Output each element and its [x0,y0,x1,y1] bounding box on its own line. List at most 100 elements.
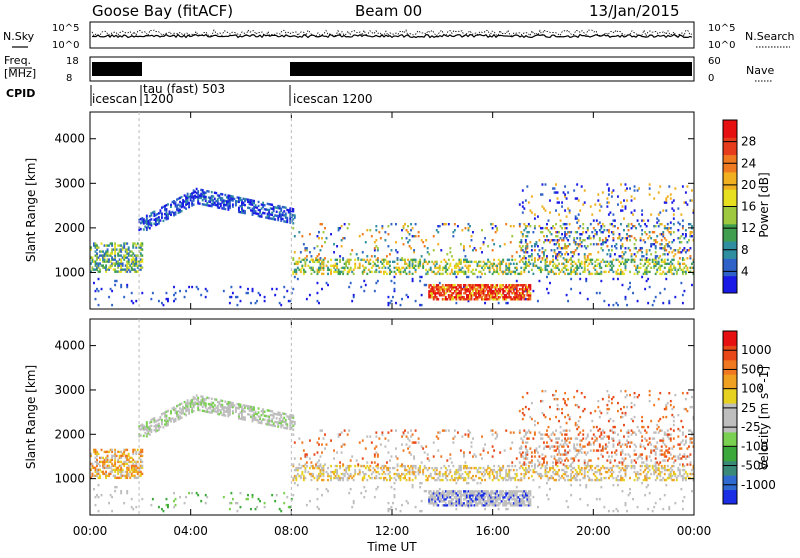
velocity-cell [492,429,494,431]
power-cell [409,233,411,235]
power-cell [668,185,670,187]
velocity-cell [256,506,258,508]
power-cell [593,219,595,221]
velocity-cell [350,473,352,475]
velocity-cell [397,463,399,465]
velocity-cell [461,473,463,475]
power-cell [537,245,539,247]
velocity-cell [362,439,364,441]
power-cell [573,189,575,191]
power-cell [560,219,562,221]
power-cell [591,213,593,215]
velocity-cell [409,445,411,447]
power-cell [264,212,266,214]
velocity-cell [179,496,181,498]
power-cell [596,219,598,221]
power-cell [271,204,273,206]
velocity-cell [522,451,524,453]
power-cell [294,251,296,253]
velocity-cell [99,475,101,477]
power-cell [689,247,691,249]
power-cell [531,249,533,251]
power-cell [691,189,693,191]
power-cell [317,245,319,247]
velocity-cell [200,500,202,502]
velocity-cell [350,459,352,461]
power-cell [224,208,226,210]
power-cell [516,263,518,265]
power-cell [626,187,628,189]
power-cell [128,246,130,248]
power-cell [131,292,133,294]
power-cell [378,231,380,233]
power-cell [455,276,457,278]
power-cell [239,197,241,199]
power-cell [374,290,376,292]
power-cell [578,219,580,221]
velocity-cell [197,397,199,399]
power-cell [640,237,642,239]
power-cell [440,261,442,263]
power-cell [446,273,448,275]
velocity-cell [440,455,442,457]
velocity-cell [484,479,486,481]
velocity-cell [472,437,474,439]
power-cell [670,227,672,229]
power-cell [206,290,208,292]
power-cell [634,259,636,261]
power-cell [679,247,681,249]
velocity-cell [371,461,373,463]
power-cell [386,273,388,275]
beam-title: Beam 00 [355,2,422,20]
power-cell [114,284,116,286]
power-cell [638,271,640,273]
velocity-cell [167,504,169,506]
velocity-cell [409,477,411,479]
power-cell [534,217,536,219]
power-cell [670,231,672,233]
velocity-cell [508,465,510,467]
velocity-cell [425,445,427,447]
power-cell [552,259,554,261]
power-cell [546,276,548,278]
power-cell [634,273,636,275]
power-cell [415,223,417,225]
power-cell [439,225,441,227]
power-cell [522,201,524,203]
velocity-cell [454,429,456,431]
power-cell [673,217,675,219]
power-cell [353,294,355,296]
power-cell [336,245,338,247]
power-cell [387,245,389,247]
power-cell [538,249,540,251]
velocity-cell [111,449,113,451]
power-cell [529,263,531,265]
power-cell [519,223,521,225]
power-cell [111,304,113,306]
velocity-cell [95,504,97,506]
power-cell [534,257,536,259]
velocity-cell [317,451,319,453]
power-cell [566,227,568,229]
velocity-cell [410,429,412,431]
power-cell [529,284,531,286]
velocity-cell [375,445,377,447]
power-cell [454,223,456,225]
power-cell [585,278,587,280]
power-cell [531,211,533,213]
power-cell [551,233,553,235]
velocity-cell [317,498,319,500]
velocity-cell [141,461,143,463]
velocity-cell [403,449,405,451]
power-cell [350,253,352,255]
velocity-cell [433,441,435,443]
velocity-cell [330,439,332,441]
velocity-cell [526,441,528,443]
power-cell [614,253,616,255]
power-cell [321,288,323,290]
power-cell [508,259,510,261]
power-cell [661,243,663,245]
power-cell [541,269,543,271]
velocity-cell [418,437,420,439]
